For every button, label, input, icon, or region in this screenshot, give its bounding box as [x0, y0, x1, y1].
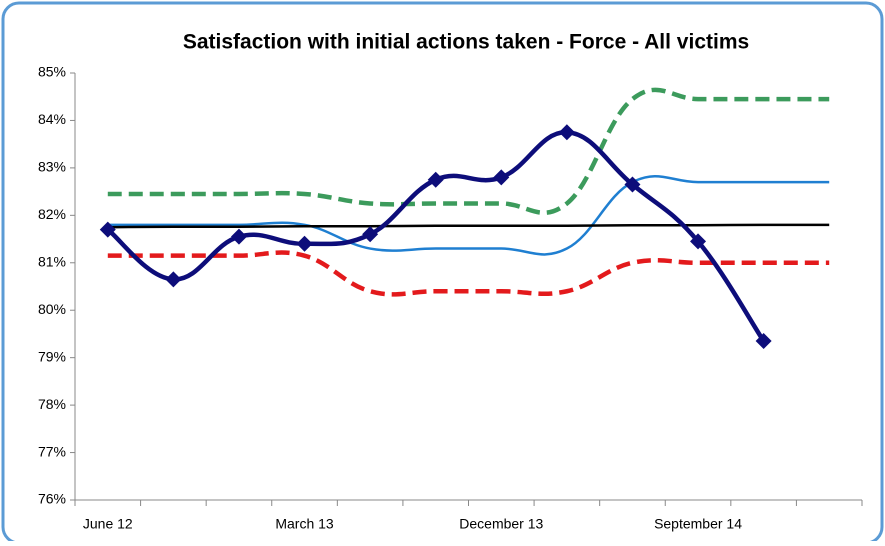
diamond-marker [230, 228, 247, 245]
diamond-marker [362, 226, 379, 243]
y-tick-label: 77% [38, 443, 66, 459]
series-line [107, 250, 830, 297]
diamond-marker [427, 171, 444, 188]
y-tick-label: 82% [38, 206, 66, 222]
diamond-marker [99, 221, 116, 238]
x-tick-label: September 14 [654, 516, 742, 532]
diamond-marker [624, 176, 641, 193]
series-line [107, 174, 830, 256]
series-line [107, 223, 830, 229]
y-tick-label: 81% [38, 253, 66, 269]
y-tick-label: 78% [38, 396, 66, 412]
diamond-marker [296, 235, 313, 252]
y-tick-label: 84% [38, 111, 66, 127]
y-tick-label: 85% [38, 64, 66, 80]
diamond-marker [755, 333, 772, 350]
y-tick-label: 80% [38, 301, 66, 317]
diamond-marker [690, 233, 707, 250]
x-tick-label: March 13 [275, 516, 334, 532]
diamond-marker [558, 124, 575, 141]
x-tick-label: June 12 [83, 516, 133, 532]
series-line [107, 87, 830, 215]
y-tick-label: 76% [38, 491, 66, 507]
chart-title: Satisfaction with initial actions taken … [183, 31, 749, 54]
diamond-marker [493, 169, 510, 186]
y-tick-label: 79% [38, 348, 66, 364]
diamond-marker [165, 271, 182, 288]
y-tick-label: 83% [38, 159, 66, 175]
x-tick-label: December 13 [459, 516, 543, 532]
